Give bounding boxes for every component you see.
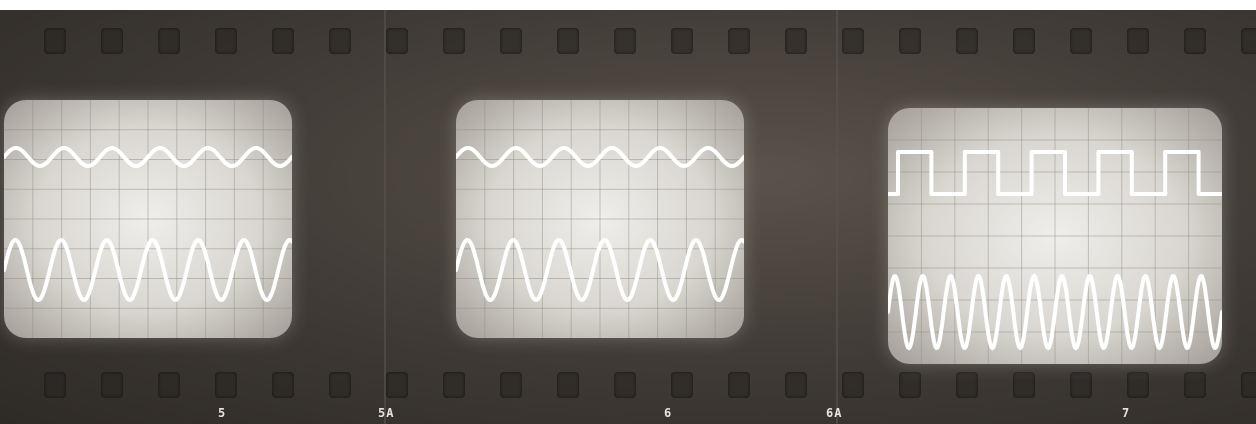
sprocket-hole [101, 372, 123, 398]
sprocket-hole [44, 28, 66, 54]
sprocket-hole [215, 372, 237, 398]
sprocket-hole [557, 28, 579, 54]
top-trace-sine [456, 146, 744, 168]
sprocket-hole [44, 372, 66, 398]
sprocket-hole [728, 28, 750, 54]
trace-plot-5 [4, 100, 292, 338]
sprocket-hole [557, 372, 579, 398]
frame-splice-line [384, 10, 386, 424]
oscilloscope-screen-6 [456, 100, 744, 338]
sprocket-hole [386, 372, 408, 398]
sprocket-hole [158, 28, 180, 54]
sprocket-hole [956, 372, 978, 398]
top-trace-square [888, 150, 1222, 196]
frame-label-6a: 6A [826, 406, 843, 420]
sprocket-hole [785, 372, 807, 398]
sprocket-hole [1070, 28, 1092, 54]
sprocket-hole [329, 28, 351, 54]
sprocket-hole [899, 372, 921, 398]
sprocket-hole [272, 28, 294, 54]
sprocket-hole [500, 372, 522, 398]
sprocket-hole [785, 28, 807, 54]
sprocket-hole [842, 372, 864, 398]
sprocket-hole [386, 28, 408, 54]
sprocket-hole [215, 28, 237, 54]
sprocket-hole [1127, 28, 1149, 54]
frame-splice-line [836, 10, 838, 424]
sprocket-hole [101, 28, 123, 54]
oscilloscope-screen-7 [888, 108, 1222, 364]
sprocket-hole [1070, 372, 1092, 398]
sprocket-hole [1184, 28, 1206, 54]
frame-label-7: 7 [1122, 406, 1131, 420]
graticule-grid [4, 100, 292, 338]
frame-label-5: 5 [218, 406, 227, 420]
sprocket-hole [728, 372, 750, 398]
frame-label-5a: 5A [378, 406, 395, 420]
sprocket-hole [1013, 28, 1035, 54]
sprocket-hole [1241, 372, 1256, 398]
sprocket-hole [329, 372, 351, 398]
sprocket-hole [899, 28, 921, 54]
bottom-trace-sine-fast [888, 273, 1222, 351]
sprocket-hole [500, 28, 522, 54]
sprocket-hole [443, 372, 465, 398]
oscilloscope-screen-5 [4, 100, 292, 338]
graticule-grid [456, 100, 744, 338]
sprocket-hole [158, 372, 180, 398]
trace-plot-6 [456, 100, 744, 338]
sprocket-hole [1241, 28, 1256, 54]
sprocket-hole [614, 28, 636, 54]
sprocket-hole [614, 372, 636, 398]
sprocket-hole [671, 372, 693, 398]
sprocket-hole [1013, 372, 1035, 398]
sprocket-hole [1127, 372, 1149, 398]
sprocket-hole [671, 28, 693, 54]
bottom-trace-sine [456, 237, 744, 303]
top-trace-sine [4, 146, 292, 168]
sprocket-hole [842, 28, 864, 54]
sprocket-hole [443, 28, 465, 54]
sprocket-hole [272, 372, 294, 398]
sprocket-hole [1184, 372, 1206, 398]
bottom-trace-sine [4, 237, 292, 303]
trace-plot-7 [888, 108, 1222, 364]
sprocket-hole [956, 28, 978, 54]
frame-label-6: 6 [664, 406, 673, 420]
